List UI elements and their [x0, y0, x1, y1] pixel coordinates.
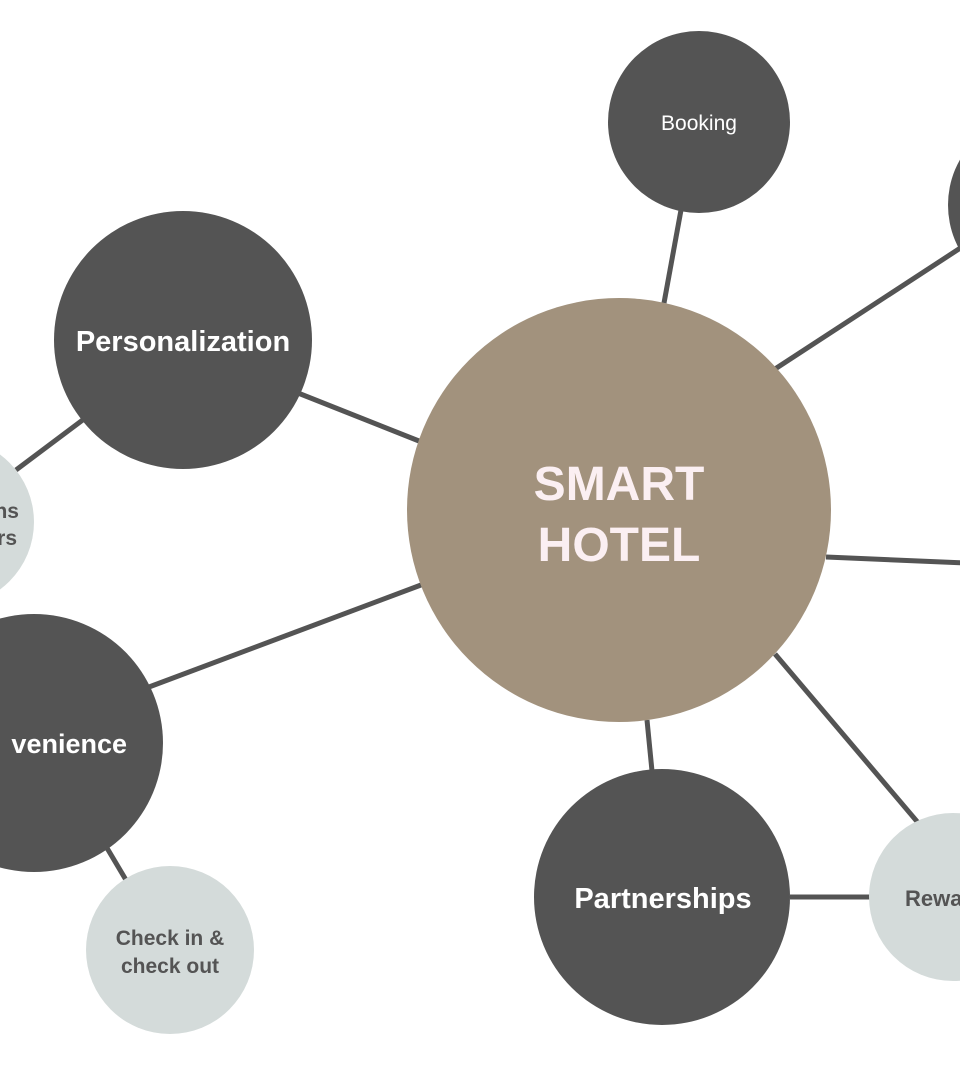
connector-center-partnerships: [644, 719, 655, 772]
node-check-in-line2: check out: [121, 955, 219, 978]
node-partial-left: ns rs: [0, 454, 34, 590]
node-check-in-line1: Check in &: [116, 927, 225, 950]
node-center-line2: HOTEL: [538, 519, 701, 572]
connector-convenience-check-in: [104, 846, 129, 882]
node-convenience-circle: [0, 614, 163, 872]
connector-center-top-right: [773, 245, 960, 372]
node-convenience-label: venience: [11, 729, 127, 759]
node-check-in-circle: [86, 866, 254, 1034]
node-rewards-circle: [869, 813, 960, 981]
connector-center-right: [825, 554, 960, 566]
connector-personalization-partial-left: [14, 417, 86, 472]
node-rewards-label: Rewa: [905, 886, 960, 911]
connector-center-rewards: [773, 652, 922, 827]
node-top-right-partial: [948, 159, 960, 251]
node-partial-left-line2: rs: [0, 527, 17, 550]
node-partial-left-circle: [0, 454, 34, 590]
node-booking-label: Booking: [661, 112, 737, 135]
node-partnerships-circle: [534, 769, 790, 1025]
node-partial-left-line1: ns: [0, 500, 19, 523]
node-partnerships: Partnerships: [534, 769, 790, 1025]
node-convenience: venience: [0, 614, 163, 872]
node-booking-circle: [608, 31, 790, 213]
node-check-in-check-out: Check in & check out: [86, 866, 254, 1034]
node-rewards: Rewa: [869, 813, 960, 981]
connector-center-booking: [661, 209, 684, 304]
node-center-smart-hotel: SMART HOTEL: [407, 298, 831, 722]
node-center-line1: SMART: [534, 458, 705, 511]
node-personalization-circle: [54, 211, 312, 469]
node-personalization-label: Personalization: [76, 326, 290, 358]
node-partnerships-label: Partnerships: [574, 883, 751, 915]
connector-center-personalization: [297, 390, 420, 444]
connector-center-convenience: [148, 582, 422, 690]
node-personalization: Personalization: [54, 211, 312, 469]
node-center-circle: [407, 298, 831, 722]
node-booking: Booking: [608, 31, 790, 213]
connectors: [14, 209, 960, 900]
